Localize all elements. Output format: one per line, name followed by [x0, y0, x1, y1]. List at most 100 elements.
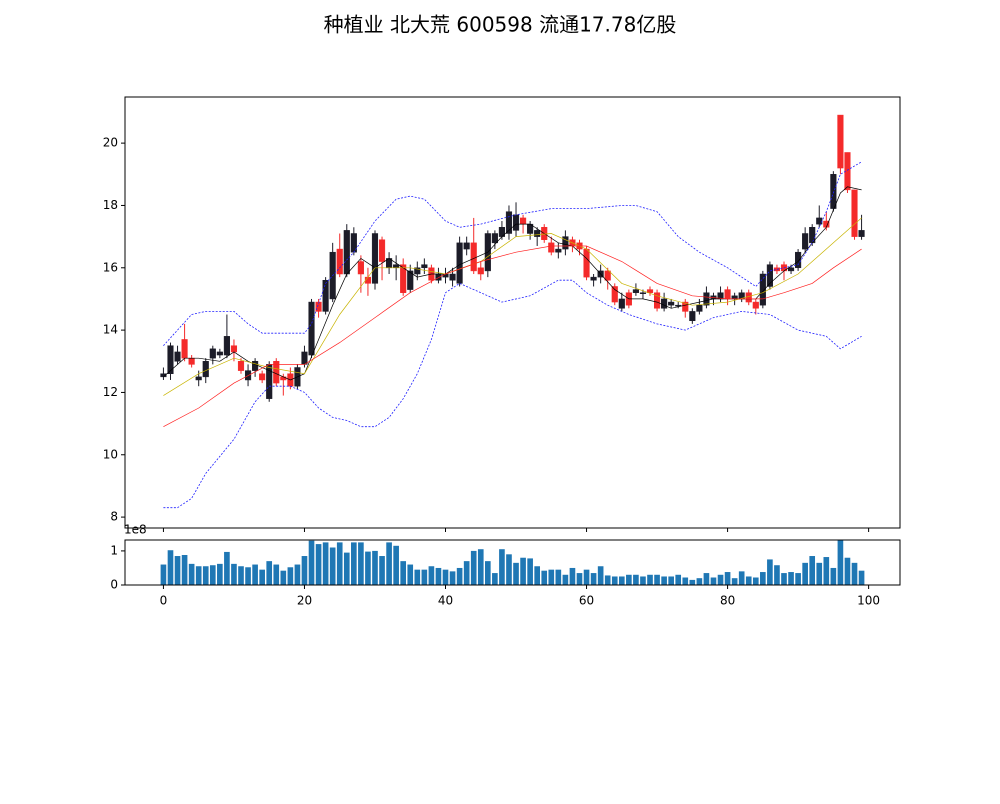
candle-body [787, 267, 795, 272]
bar [738, 571, 745, 585]
bar [795, 573, 801, 585]
bar [590, 573, 597, 585]
candle-body [745, 292, 752, 303]
bar [231, 563, 237, 585]
line [163, 161, 862, 346]
candle-body [280, 376, 287, 381]
bar [379, 556, 385, 585]
bar [823, 557, 830, 585]
candle-body [223, 336, 230, 356]
candle-body [301, 351, 308, 365]
bar [731, 578, 738, 585]
candle-body [611, 286, 618, 303]
bar [858, 570, 865, 585]
plot-frame [124, 96, 901, 529]
bar [675, 574, 682, 585]
candle-body [703, 292, 710, 306]
bar [710, 577, 717, 585]
candle-body [590, 276, 597, 281]
candle-body [675, 304, 682, 307]
bar [484, 561, 491, 585]
candle-body [583, 248, 590, 278]
bar [351, 542, 357, 585]
bar [513, 562, 519, 585]
plot-frame [124, 539, 901, 586]
bar [259, 569, 265, 585]
candle-body [322, 279, 329, 312]
candle-body [604, 270, 611, 281]
bar [506, 554, 512, 585]
bar [470, 550, 477, 585]
bar [414, 569, 421, 585]
bar [435, 567, 442, 585]
candle-body [816, 217, 823, 225]
bar [188, 563, 195, 585]
bar [456, 567, 463, 585]
bar [336, 542, 343, 585]
bar [809, 556, 816, 585]
bar [365, 551, 371, 585]
line [163, 279, 862, 509]
bar [386, 542, 392, 585]
candle-body [237, 361, 245, 371]
bar [393, 545, 399, 585]
bar [273, 564, 280, 585]
y-tick-label: 12 [103, 385, 118, 399]
candle-body [646, 289, 654, 293]
y-tick-label: 0 [110, 578, 118, 592]
bar [308, 540, 315, 585]
bar [442, 569, 449, 585]
y-tick-label: 8 [110, 510, 118, 524]
candle-body [491, 233, 498, 244]
candle-body [668, 301, 675, 306]
candle-body [830, 174, 837, 209]
y-tick-label: 14 [103, 323, 118, 337]
candle-body [653, 292, 661, 309]
y-tick-label: 16 [103, 260, 118, 274]
bar [160, 564, 167, 585]
candle-body [357, 261, 364, 275]
bar [668, 576, 674, 585]
candle-body [851, 189, 858, 237]
line [163, 217, 862, 396]
bar [760, 572, 766, 585]
x-tick-label: 80 [720, 594, 735, 608]
candle-body [773, 267, 781, 272]
bar [661, 576, 667, 585]
bar [209, 565, 216, 585]
candle-body [378, 239, 386, 262]
candle-body [795, 251, 802, 269]
candle-body [188, 357, 195, 365]
bar [696, 578, 703, 585]
candle-body [548, 242, 555, 253]
candle-body [181, 339, 188, 359]
bar [647, 574, 653, 585]
bar [851, 562, 858, 585]
candle-body [724, 289, 731, 300]
candle-body [167, 345, 174, 374]
bar [358, 542, 364, 585]
bar [633, 574, 639, 585]
bar [569, 567, 576, 585]
bar [477, 549, 484, 585]
bar [541, 570, 548, 585]
x-tick-label: 0 [160, 594, 168, 608]
bar [548, 569, 555, 585]
bar [555, 569, 562, 585]
bar [844, 557, 851, 585]
bar [562, 574, 569, 585]
bar [266, 561, 273, 585]
candle-body [618, 298, 625, 309]
candle-body [174, 351, 181, 362]
bar [421, 569, 428, 585]
bar [717, 574, 724, 585]
bar [294, 564, 301, 585]
candle-body [435, 273, 442, 281]
candle-body [449, 273, 456, 281]
offset-text: 1e8 [124, 523, 147, 537]
bar [774, 565, 780, 585]
candle-body [534, 230, 541, 237]
bar [301, 556, 308, 585]
y-tick-label: 20 [103, 136, 118, 150]
